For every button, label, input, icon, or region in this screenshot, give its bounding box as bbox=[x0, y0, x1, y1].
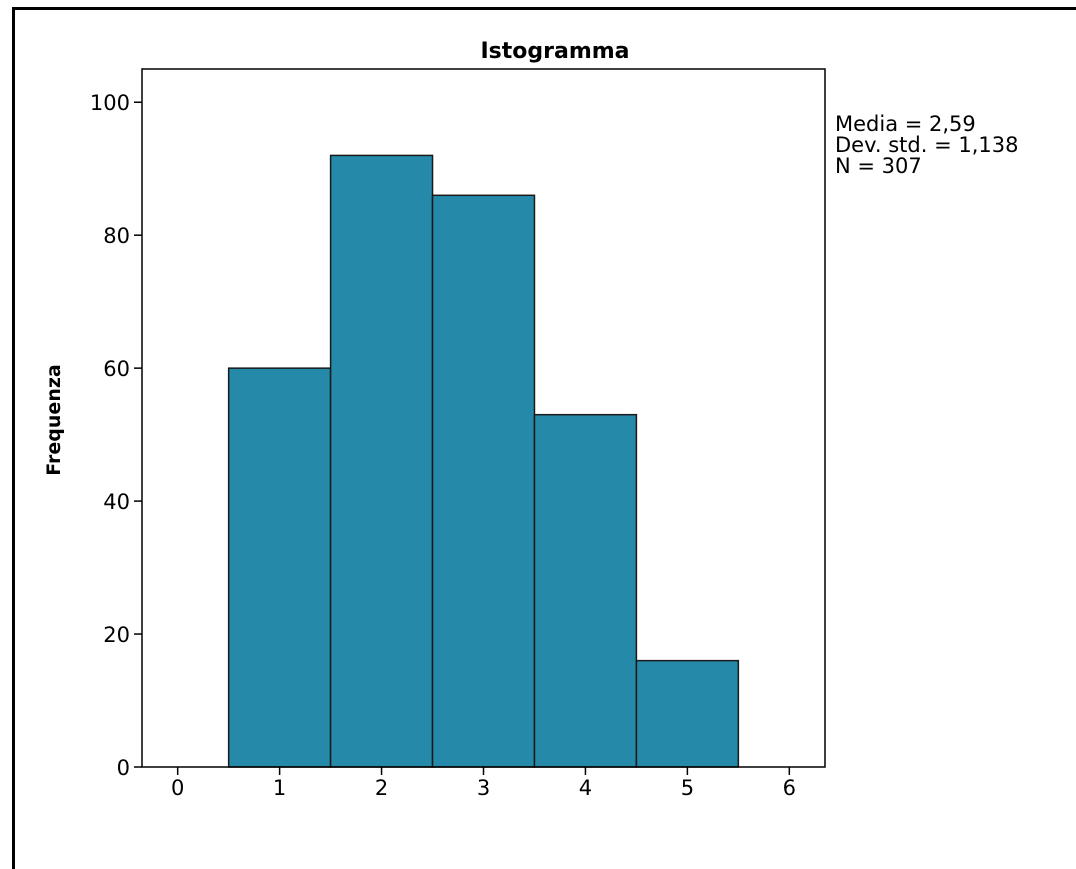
y-tick-label: 0 bbox=[117, 756, 130, 780]
std-dev-label: Dev. std. = 1,138 bbox=[835, 133, 1019, 157]
y-tick-label: 80 bbox=[103, 224, 130, 248]
y-tick-label: 60 bbox=[103, 357, 130, 381]
x-tick-label: 5 bbox=[681, 776, 694, 800]
x-tick-label: 2 bbox=[375, 776, 388, 800]
x-tick-label: 4 bbox=[579, 776, 592, 800]
y-tick-label: 20 bbox=[103, 623, 130, 647]
statistics-box: Media = 2,59 Dev. std. = 1,138 N = 307 bbox=[835, 114, 1018, 177]
histogram-bar bbox=[227, 367, 332, 768]
mean-label: Media = 2,59 bbox=[835, 112, 976, 136]
bars-group bbox=[227, 154, 740, 768]
y-axis-label: Frequenza bbox=[43, 364, 65, 475]
histogram-bar bbox=[329, 154, 434, 768]
n-label: N = 307 bbox=[835, 154, 922, 178]
histogram-bar bbox=[431, 194, 536, 768]
x-tick-label: 1 bbox=[273, 776, 286, 800]
histogram-bar bbox=[533, 413, 638, 768]
histogram-bar bbox=[635, 659, 740, 768]
y-tick-label: 100 bbox=[90, 91, 130, 115]
x-tick-label: 3 bbox=[477, 776, 490, 800]
y-tick-label: 40 bbox=[103, 490, 130, 514]
x-axis-ticks: 0 1 2 3 4 5 6 bbox=[171, 767, 796, 800]
x-tick-label: 6 bbox=[783, 776, 796, 800]
chart-frame bbox=[12, 7, 1076, 869]
x-tick-label: 0 bbox=[171, 776, 184, 800]
y-axis-ticks: 0 20 40 60 80 100 bbox=[90, 91, 142, 780]
chart-title: Istogramma bbox=[480, 39, 629, 64]
